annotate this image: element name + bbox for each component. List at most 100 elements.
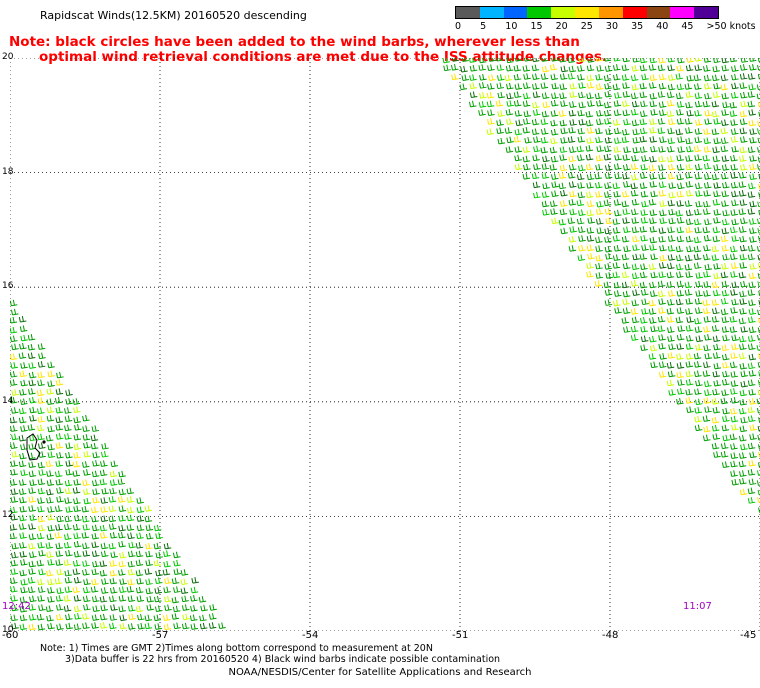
wind-barb [109, 622, 117, 630]
island-outline [26, 433, 41, 461]
wind-barb [640, 163, 649, 171]
wind-barb [19, 370, 27, 378]
wind-barb [567, 58, 576, 64]
wind-barb [46, 569, 54, 577]
wind-barb [73, 532, 81, 540]
wind-barb [153, 524, 162, 532]
wind-barb [685, 163, 694, 171]
wind-barb [126, 506, 135, 514]
wind-barb [497, 74, 505, 81]
wind-barb [685, 235, 694, 243]
wind-barb [108, 505, 117, 513]
wind-barb [19, 452, 27, 460]
wind-barb [731, 298, 739, 306]
wind-barb [126, 524, 135, 531]
wind-barb [567, 217, 576, 224]
wind-barb [676, 200, 685, 207]
wind-barb [486, 91, 495, 99]
wind-barb [118, 569, 126, 576]
wind-barb [64, 415, 73, 423]
wind-barb [522, 82, 531, 89]
wind-barb [532, 181, 541, 189]
wind-barb [729, 58, 738, 63]
wind-barb [495, 100, 504, 107]
wind-barb [739, 488, 748, 496]
wind-barb [667, 74, 676, 81]
wind-barb [37, 371, 45, 379]
wind-barb [730, 460, 738, 468]
wind-barb [702, 370, 711, 377]
wind-barb [703, 182, 712, 189]
wind-barb [110, 460, 119, 468]
wind-barb [713, 289, 721, 297]
wind-barb [739, 452, 747, 459]
wind-barb [676, 108, 684, 116]
wind-barb [730, 136, 739, 143]
wind-barb [649, 82, 657, 89]
wind-barb [612, 83, 621, 91]
wind-barb [92, 605, 100, 612]
wind-barb [144, 568, 153, 575]
wind-barb [45, 605, 54, 613]
wind-barb [747, 146, 756, 154]
wind-barb [10, 353, 18, 361]
wind-barb [513, 100, 522, 107]
wind-barb [748, 388, 756, 396]
wind-barb [28, 533, 37, 540]
wind-barb [712, 155, 721, 163]
wind-barb [649, 226, 658, 233]
lon-label: -51 [452, 630, 469, 641]
wind-barb [749, 200, 757, 208]
wind-barb [595, 154, 604, 162]
wind-barb [740, 217, 748, 225]
wind-barb [676, 154, 684, 162]
wind-barb [72, 560, 81, 567]
wind-barb [522, 155, 531, 163]
wind-barb [676, 190, 685, 198]
lon-label: -45 [740, 630, 757, 641]
wind-barb [82, 613, 90, 620]
wind-barb [506, 118, 514, 125]
wind-barb [18, 407, 27, 415]
wind-barb [568, 181, 577, 188]
wind-speed-colorbar [455, 6, 719, 19]
wind-barb [721, 227, 730, 235]
wind-barb [658, 334, 666, 341]
wind-barb [99, 469, 108, 477]
wind-barb [668, 208, 676, 216]
wind-barb [55, 550, 64, 557]
wind-barb [739, 127, 748, 135]
wind-barb [28, 505, 36, 512]
wind-barb [658, 189, 667, 197]
wind-barb [99, 478, 108, 486]
wind-barb [756, 407, 760, 414]
wind-barb [541, 92, 550, 99]
wind-barb [586, 173, 595, 181]
wind-barb [722, 361, 730, 369]
wind-barb [659, 136, 667, 143]
wind-barb [612, 182, 621, 190]
wind-barb [45, 542, 54, 549]
wind-barb [586, 82, 595, 89]
wind-barb [605, 217, 613, 225]
wind-barb [738, 189, 747, 197]
wind-barb [559, 208, 568, 216]
wind-barb [686, 58, 695, 63]
wind-barb [658, 290, 666, 298]
lon-label: -48 [602, 630, 619, 641]
wind-barb [145, 587, 154, 595]
wind-barb [531, 64, 540, 72]
wind-barb [641, 308, 649, 315]
wind-barb [73, 550, 82, 558]
wind-barb [10, 379, 18, 386]
wind-barb [630, 325, 639, 333]
wind-barb [676, 235, 685, 243]
wind-barb [757, 73, 760, 80]
wind-barb [560, 227, 568, 235]
wind-barb [720, 271, 729, 279]
wind-barb [136, 506, 145, 514]
wind-barb [604, 164, 613, 171]
wind-barb [729, 101, 738, 109]
wind-barb [658, 82, 667, 90]
wind-barb [731, 73, 739, 81]
